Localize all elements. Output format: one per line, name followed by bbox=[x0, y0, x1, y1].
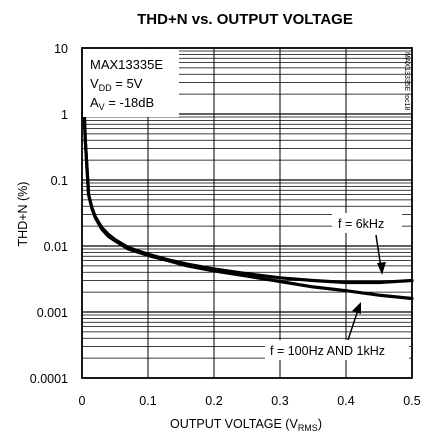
info-box bbox=[83, 49, 179, 117]
x-tick-labels: 0 0.1 0.2 0.3 0.4 0.5 bbox=[79, 394, 421, 408]
y-tick-label: 0.01 bbox=[44, 240, 68, 254]
chart-title: THD+N vs. OUTPUT VOLTAGE bbox=[137, 11, 353, 28]
annotation-6khz-label: f = 6kHz bbox=[338, 217, 384, 231]
y-tick-label: 1 bbox=[61, 108, 68, 122]
info-vdd-rest: = 5V bbox=[112, 76, 143, 91]
info-device: MAX13335E bbox=[90, 57, 163, 72]
x-tick-label: 0.3 bbox=[271, 394, 288, 408]
figure-code: MAX13335E toc18 bbox=[403, 52, 410, 110]
annotation-100hz-label: f = 100Hz AND 1kHz bbox=[270, 344, 385, 358]
y-tick-labels: 10 1 0.1 0.01 0.001 0.0001 bbox=[30, 42, 68, 386]
y-tick-label: 10 bbox=[54, 42, 68, 56]
x-axis-label-sub: RMS bbox=[298, 423, 318, 433]
series-line-2 bbox=[81, 86, 414, 301]
x-tick-label: 0.4 bbox=[337, 394, 354, 408]
info-av-rest: = -18dB bbox=[105, 95, 155, 110]
y-tick-label: 0.1 bbox=[51, 174, 68, 188]
annotation-6khz-arrowhead bbox=[377, 262, 386, 275]
info-vdd-main: V bbox=[90, 76, 99, 91]
annotation-100hz-arrowhead bbox=[352, 302, 361, 314]
x-axis-label-end: ) bbox=[318, 417, 322, 431]
x-tick-label: 0.2 bbox=[205, 394, 222, 408]
x-tick-label: 0.1 bbox=[139, 394, 156, 408]
series-layer bbox=[81, 86, 414, 301]
info-av-main: A bbox=[90, 95, 99, 110]
info-av: AV = -18dB bbox=[90, 95, 154, 112]
info-vdd: VDD = 5V bbox=[90, 76, 143, 93]
y-tick-label: 0.001 bbox=[37, 306, 68, 320]
info-vdd-sub: DD bbox=[99, 83, 112, 93]
annotation-100hz-arrow bbox=[347, 309, 359, 341]
x-tick-label: 0.5 bbox=[403, 394, 420, 408]
x-tick-label: 0 bbox=[79, 394, 86, 408]
annotation-6khz-bg bbox=[332, 213, 402, 233]
annotation-100hz-bg bbox=[265, 340, 409, 360]
info-av-sub: V bbox=[99, 102, 105, 112]
x-axis-label-main: OUTPUT VOLTAGE (V bbox=[170, 417, 298, 431]
y-axis-label: THD+N (%) bbox=[16, 182, 30, 247]
annotation-6khz-arrow bbox=[375, 234, 382, 269]
plot-frame bbox=[81, 47, 413, 379]
x-axis-label: OUTPUT VOLTAGE (VRMS) bbox=[170, 417, 322, 433]
y-tick-label: 0.0001 bbox=[30, 372, 68, 386]
